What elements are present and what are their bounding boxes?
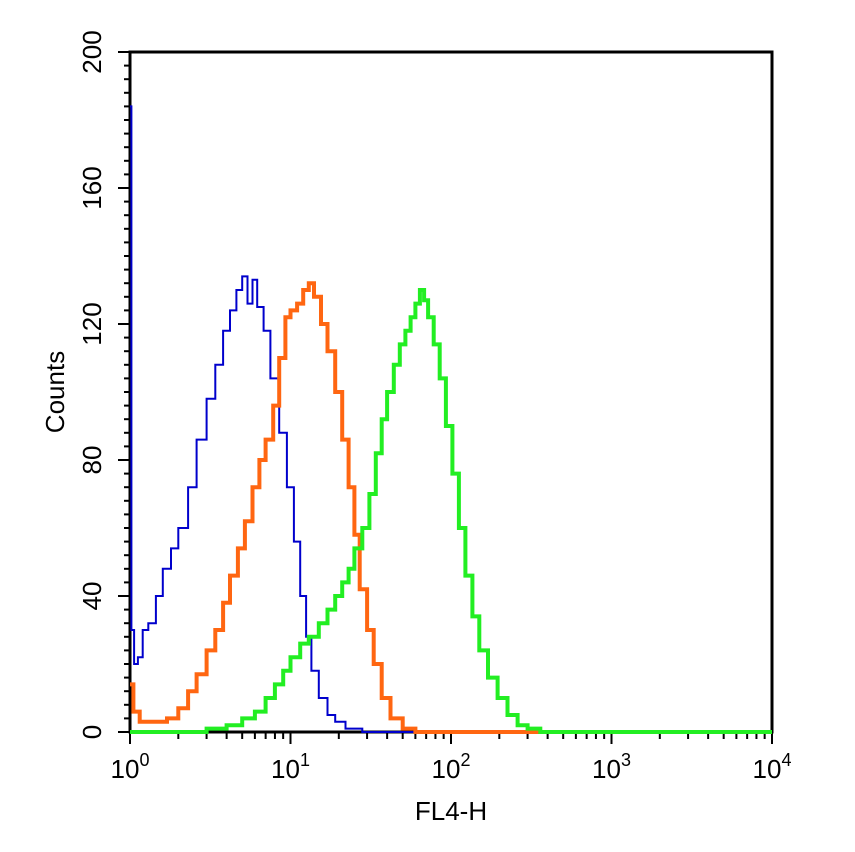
x-tick-label: 104 xyxy=(753,750,792,784)
y-tick-label: 200 xyxy=(77,30,107,73)
x-axis-title: FL4-H xyxy=(415,796,487,826)
y-tick-label: 160 xyxy=(77,166,107,209)
histogram-series-1 xyxy=(130,105,772,733)
histogram-series-3 xyxy=(130,288,772,734)
x-tick-labels: 100 101 102 103 104 xyxy=(111,750,792,784)
x-tick-label: 102 xyxy=(432,750,471,784)
axis-ticks xyxy=(118,51,773,744)
y-tick-label: 120 xyxy=(77,302,107,345)
series-group xyxy=(130,105,772,734)
x-tick-label: 101 xyxy=(271,750,310,784)
y-tick-label: 80 xyxy=(77,446,107,475)
plot-frame xyxy=(128,50,774,734)
y-tick-labels: 0 40 80 120 160 200 xyxy=(77,30,107,739)
y-tick-label: 0 xyxy=(77,725,107,739)
y-axis-title: Counts xyxy=(40,351,70,433)
x-tick-label: 103 xyxy=(592,750,631,784)
y-tick-label: 40 xyxy=(77,582,107,611)
x-tick-label: 100 xyxy=(111,750,150,784)
histogram-series-2 xyxy=(130,281,772,734)
